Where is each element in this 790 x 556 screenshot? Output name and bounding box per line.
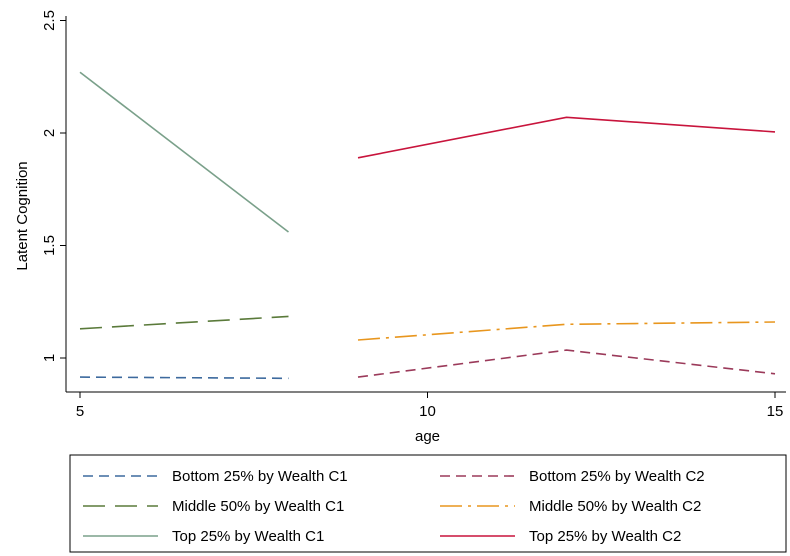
legend-label-5: Top 25% by Wealth C1 — [172, 528, 324, 545]
x-tick-label: 15 — [767, 403, 784, 420]
series-line-6 — [357, 116, 776, 159]
legend: Bottom 25% by Wealth C1 Bottom 25% by Wea… — [69, 454, 787, 553]
axes: 1 1.5 2 2.5 5 10 15 age Latent Cognition — [14, 10, 786, 445]
series-line-1 — [79, 376, 289, 380]
legend-label-4: Middle 50% by Wealth C2 — [529, 498, 701, 515]
series-line-5 — [79, 71, 289, 233]
legend-box — [69, 454, 787, 553]
plot-area — [79, 71, 776, 380]
y-axis-title: Latent Cognition — [14, 161, 31, 270]
legend-label-2: Bottom 25% by Wealth C2 — [529, 468, 705, 485]
y-tick-label: 1 — [41, 354, 58, 362]
legend-label-3: Middle 50% by Wealth C1 — [172, 498, 344, 515]
legend-label-6: Top 25% by Wealth C2 — [529, 528, 681, 545]
legend-label-1: Bottom 25% by Wealth C1 — [172, 468, 348, 485]
x-tick-label: 5 — [76, 403, 84, 420]
series-line-4 — [357, 321, 776, 341]
x-axis-title: age — [415, 428, 440, 445]
series-line-2 — [357, 349, 776, 378]
y-tick-label: 2.5 — [41, 10, 58, 31]
y-tick-label: 2 — [41, 129, 58, 137]
x-tick-label: 10 — [419, 403, 436, 420]
series-line-3 — [79, 315, 289, 330]
y-tick-label: 1.5 — [41, 235, 58, 256]
